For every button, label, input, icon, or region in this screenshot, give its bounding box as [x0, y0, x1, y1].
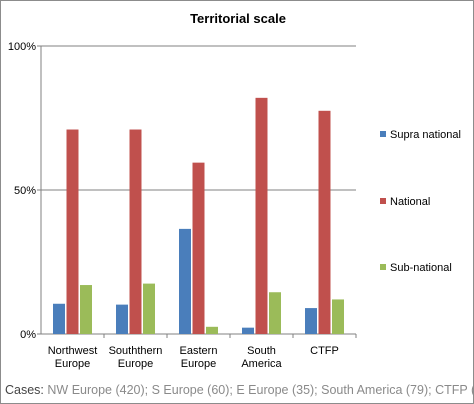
bar: [269, 292, 281, 334]
bar: [242, 327, 254, 334]
bar: [332, 299, 344, 334]
cases-caption: Cases: NW Europe (420); S Europe (60); E…: [5, 383, 474, 397]
chart-title: Territorial scale: [190, 11, 286, 26]
legend-swatch: [380, 131, 386, 137]
bar: [80, 285, 92, 334]
bar: [143, 283, 155, 334]
x-tick-label: Souththern: [109, 345, 163, 357]
cases-label: Cases:: [5, 383, 44, 397]
bar: [129, 129, 142, 334]
x-tick-label: CTFP: [310, 345, 339, 357]
y-tick-label: 50%: [14, 185, 36, 197]
bar: [192, 162, 205, 334]
y-tick-label: 0%: [20, 329, 36, 341]
legend-label: Supra national: [390, 129, 461, 141]
y-tick-label: 100%: [8, 41, 36, 53]
x-tick-label: Europe: [181, 358, 216, 370]
legend-swatch: [380, 198, 386, 204]
cases-text: NW Europe (420); S Europe (60); E Europe…: [47, 383, 474, 397]
legend-label: Sub-national: [390, 262, 452, 274]
bar: [305, 308, 317, 334]
x-tick-label: America: [241, 358, 282, 370]
bar: [318, 110, 331, 334]
x-tick-label: Europe: [55, 358, 90, 370]
x-tick-label: South: [247, 345, 276, 357]
bar: [206, 326, 218, 334]
legend-swatch: [380, 264, 386, 270]
bar: [255, 97, 268, 334]
bar: [116, 304, 128, 334]
bar: [66, 129, 79, 334]
bar: [179, 228, 191, 334]
bar: [53, 303, 65, 334]
x-tick-label: Eastern: [180, 345, 218, 357]
x-tick-label: Europe: [118, 358, 153, 370]
bar-chart: Territorial scale0%50%100%NorthwestEurop…: [8, 11, 461, 370]
legend-label: National: [390, 196, 430, 208]
x-tick-label: Northwest: [48, 345, 98, 357]
